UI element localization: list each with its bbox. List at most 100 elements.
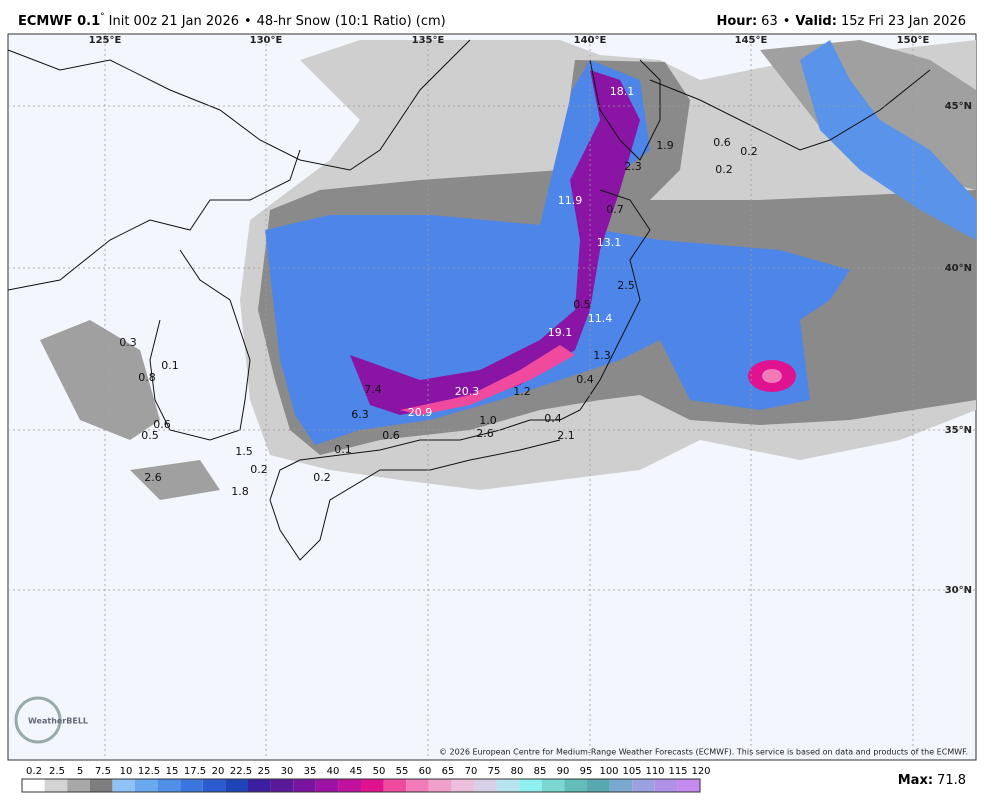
colorbar-swatch xyxy=(248,779,271,792)
colorbar-swatch xyxy=(67,779,90,792)
map-label: 1.0 xyxy=(479,414,497,427)
colorbar-swatch xyxy=(135,779,158,792)
colorbar-label: 15 xyxy=(166,766,179,777)
colorbar-label: 20 xyxy=(212,766,225,777)
lat-label: 40°N xyxy=(945,263,972,274)
lon-label: 125°E xyxy=(89,35,122,46)
hour: 63 xyxy=(761,14,778,29)
map-label: 0.6 xyxy=(382,429,400,442)
map-label: 20.3 xyxy=(455,385,480,398)
colorbar-swatch xyxy=(406,779,429,792)
colorbar-swatch xyxy=(338,779,361,792)
map-label: 1.9 xyxy=(656,139,674,152)
map-label: 0.5 xyxy=(573,298,591,311)
max-value: 71.8 xyxy=(937,773,966,788)
snow-blue xyxy=(265,60,850,445)
map-label: 1.3 xyxy=(593,349,611,362)
colorbar-swatch xyxy=(654,779,678,792)
colorbar-label: 30 xyxy=(281,766,294,777)
map: 125°E 130°E 135°E 140°E 145°E 150°E 45°N… xyxy=(7,33,977,761)
colorbar-label: 45 xyxy=(350,766,363,777)
colorbar-swatch xyxy=(677,779,700,792)
valid-label: Valid: xyxy=(795,14,837,29)
logo: WeatherBELL xyxy=(14,696,88,744)
map-label: 2.5 xyxy=(617,279,635,292)
map-label: 0.4 xyxy=(576,373,594,386)
colorbar-label: 85 xyxy=(534,766,547,777)
colorbar-label: 95 xyxy=(580,766,593,777)
map-label: 0.4 xyxy=(544,412,562,425)
colorbar-swatch xyxy=(428,779,452,792)
product: 48-hr Snow (10:1 Ratio) (cm) xyxy=(257,14,446,29)
colorbar-label: 25 xyxy=(258,766,271,777)
colorbar-swatch xyxy=(22,779,45,792)
logo-text: WeatherBELL xyxy=(28,717,88,726)
map-label: 0.5 xyxy=(141,429,159,442)
separator: • xyxy=(244,14,252,29)
map-label: 7.4 xyxy=(364,383,382,396)
colorbar-swatch xyxy=(202,779,226,792)
map-label: 0.2 xyxy=(313,471,331,484)
border xyxy=(7,149,301,291)
colorbar-swatch xyxy=(225,779,248,792)
map-labels: 18.11.9 0.60.20.22.311.90.713.12.50.511.4… xyxy=(119,85,758,498)
hour-label: Hour: xyxy=(716,14,757,29)
map-label: 2.6 xyxy=(144,471,162,484)
colorbar-label: 22.5 xyxy=(230,766,252,777)
map-label: 0.2 xyxy=(715,163,733,176)
coast-korea xyxy=(149,249,251,441)
colorbar-label: 55 xyxy=(396,766,409,777)
map-label: 0.8 xyxy=(138,371,156,384)
lon-label: 135°E xyxy=(412,35,445,46)
colorbar-swatch xyxy=(609,779,633,792)
max: Max: 71.8 xyxy=(898,773,966,788)
colorbar-label: 75 xyxy=(488,766,501,777)
map-label: 2.6 xyxy=(476,427,494,440)
valid: 15z Fri 23 Jan 2026 xyxy=(841,14,966,29)
colorbar-swatch xyxy=(361,779,384,792)
colorbar-swatch xyxy=(496,779,520,792)
map-label: 1.8 xyxy=(231,485,249,498)
map-label: 0.6 xyxy=(153,418,171,431)
lat-label: 45°N xyxy=(945,101,972,112)
border xyxy=(7,39,471,171)
snow-pink-core xyxy=(762,369,782,383)
colorbar-swatch xyxy=(112,779,135,792)
lat-label: 35°N xyxy=(945,425,972,436)
colorbar: 0.2 2.5 5 7.5 10 12.5 15 17.5 20 22.5 25 30 35 40 45 50… xyxy=(21,766,711,793)
colorbar-label: 70 xyxy=(465,766,478,777)
colorbar-swatch xyxy=(451,779,474,792)
colorbar-label: 2.5 xyxy=(49,766,65,777)
colorbar-swatch xyxy=(564,779,587,792)
snow-heavy xyxy=(350,70,640,415)
colorbar-swatch xyxy=(180,779,203,792)
colorbar-swatch xyxy=(293,779,316,792)
colorbar-label: 100 xyxy=(599,766,618,777)
colorbar-label: 110 xyxy=(645,766,664,777)
colorbar-swatch xyxy=(44,779,68,792)
colorbar-swatch xyxy=(519,779,542,792)
colorbar-swatch xyxy=(89,779,113,792)
map-label: 0.2 xyxy=(740,145,758,158)
lon-label: 145°E xyxy=(735,35,768,46)
lon-label: 150°E xyxy=(897,35,930,46)
map-label: 11.4 xyxy=(588,312,613,325)
coast-japan xyxy=(269,59,661,561)
map-label: 2.1 xyxy=(557,429,575,442)
colorbar-swatch xyxy=(270,779,294,792)
map-label: 0.1 xyxy=(161,359,179,372)
colorbar-label: 17.5 xyxy=(184,766,206,777)
colorbar-frame xyxy=(21,778,701,793)
map-label: 0.6 xyxy=(713,136,731,149)
map-label: 18.1 xyxy=(610,85,635,98)
snow-grey-patches xyxy=(40,40,976,500)
map-label: 0.3 xyxy=(119,336,137,349)
colorbar-label: 7.5 xyxy=(95,766,111,777)
snow-max-streak xyxy=(400,345,575,415)
colorbar-swatch xyxy=(474,779,497,792)
copyright: © 2026 European Centre for Medium-Range … xyxy=(439,748,968,757)
colorbar-label: 80 xyxy=(511,766,524,777)
colorbar-label: 115 xyxy=(668,766,687,777)
map-label: 20.9 xyxy=(408,406,433,419)
